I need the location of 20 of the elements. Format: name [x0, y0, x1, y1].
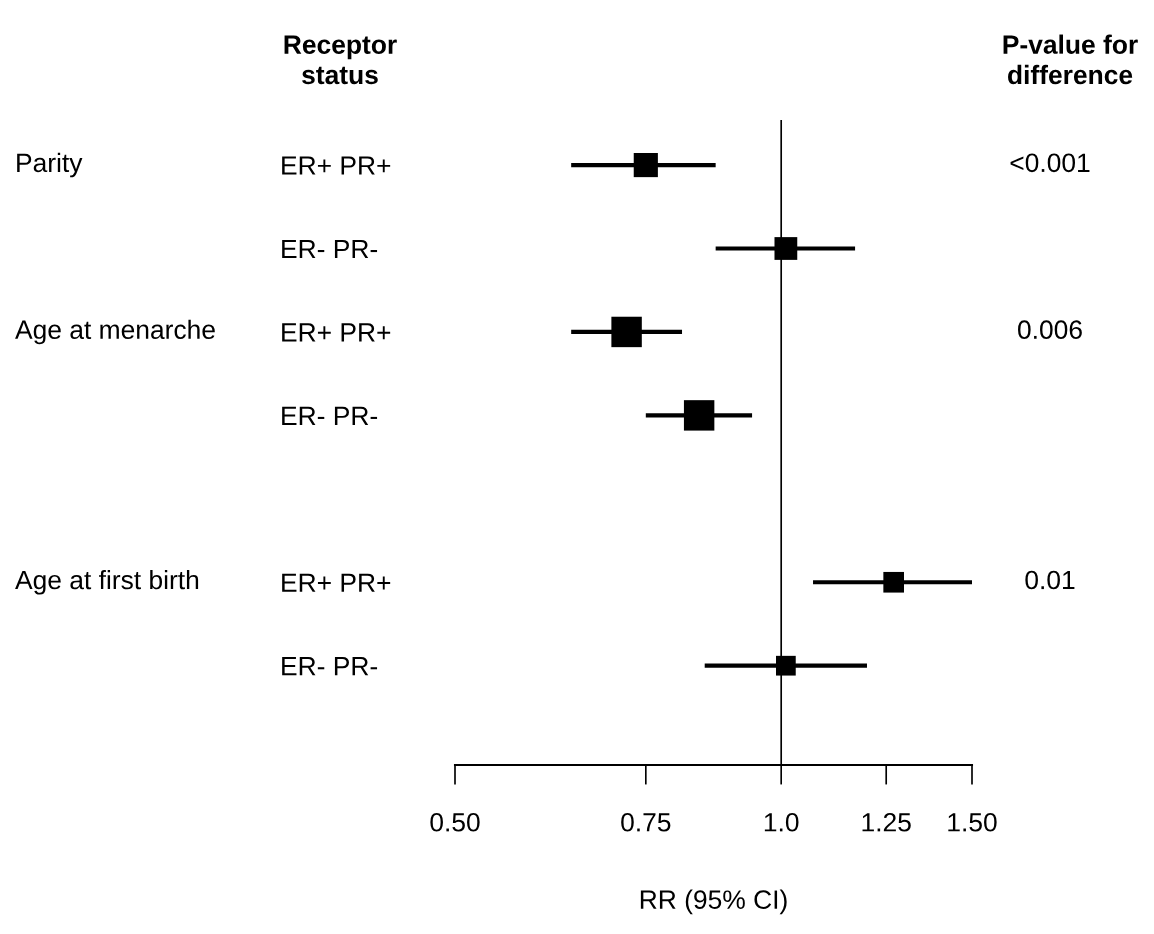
text: Receptor status — [284, 35, 397, 85]
text: <0.001 — [1010, 153, 1090, 173]
text: Age at first birth — [15, 569, 199, 595]
y-tick-label: ER+ PR+ — [282, 156, 391, 175]
x-tick-label: 1.25 — [862, 812, 911, 832]
text: P-value for difference — [1003, 34, 1138, 85]
x-tick-label: 1.0 — [764, 812, 799, 832]
y-tick-label: ER- PR- — [282, 406, 378, 425]
text: Age at menarche — [15, 319, 215, 345]
text: 0.01 — [1025, 570, 1075, 590]
x-tick-label: 1.50 — [948, 812, 997, 832]
y-tick-label: ER+ PR+ — [282, 573, 391, 592]
y-tick-label: ER+ PR+ — [282, 323, 391, 342]
y-tick-label: ER- PR- — [282, 657, 378, 676]
text: 0.006 — [1018, 320, 1082, 340]
text: Parity — [17, 152, 83, 178]
x-axis-title: RR (95% CI) — [640, 889, 787, 915]
x-tick-label: 0.50 — [430, 812, 480, 832]
x-tick-label: 0.75 — [621, 812, 671, 832]
y-tick-label: ER- PR- — [282, 239, 378, 259]
